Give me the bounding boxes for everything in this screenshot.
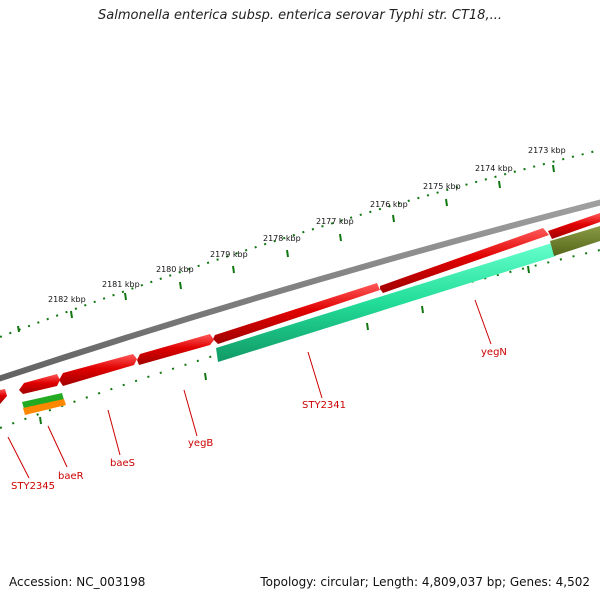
scale-label-2177: 2177 kbp (316, 217, 354, 226)
gene-label-STY2341[interactable]: STY2341 (302, 400, 346, 411)
gene-arrow-baeR[interactable] (19, 374, 60, 394)
feature-orange-track[interactable] (23, 399, 66, 415)
gene-label-yegB[interactable]: yegB (188, 438, 213, 449)
gene-arrow-yegB[interactable] (137, 334, 214, 365)
scale-arc-inner (0, 249, 600, 429)
map-title: Salmonella enterica subsp. enterica sero… (98, 8, 502, 23)
scale-label-2178: 2178 kbp (263, 234, 301, 243)
gene-arrow-yegN[interactable] (380, 228, 549, 293)
gene-arrow-STY2341[interactable] (213, 283, 380, 344)
gene-arrow-yegN-extension[interactable] (548, 213, 600, 239)
scale-label-2181: 2181 kbp (102, 280, 140, 289)
inner-ticks (39, 265, 530, 425)
feature-green-track[interactable] (22, 393, 64, 409)
gene-arrow-baeS[interactable] (59, 354, 137, 386)
gene-label-yegN[interactable]: yegN (481, 347, 507, 358)
cds-features (0, 213, 600, 404)
label-leaders (7, 299, 492, 479)
genome-backbone (0, 199, 600, 382)
gene-label-STY2345[interactable]: STY2345 (11, 481, 55, 492)
scale-label-2174: 2174 kbp (475, 164, 513, 173)
scale-label-2176: 2176 kbp (370, 200, 408, 209)
feature-olive-track[interactable] (550, 226, 600, 256)
topology-text: Topology: circular; Length: 4,809,037 bp… (260, 575, 590, 589)
gene-label-baeR[interactable]: baeR (58, 471, 84, 482)
scale-label-2180: 2180 kbp (156, 265, 194, 274)
scale-label-2182: 2182 kbp (48, 295, 86, 304)
accession-text: Accession: NC_003198 (9, 575, 146, 589)
scale-label-2175: 2175 kbp (423, 182, 461, 191)
gene-label-baeS[interactable]: baeS (110, 458, 135, 469)
major-ticks (17, 164, 555, 333)
scale-label-2179: 2179 kbp (210, 250, 248, 259)
gene-arrow-STY2345[interactable] (0, 389, 7, 404)
scale-label-2173: 2173 kbp (528, 146, 566, 155)
feature-teal-track[interactable] (216, 243, 556, 362)
